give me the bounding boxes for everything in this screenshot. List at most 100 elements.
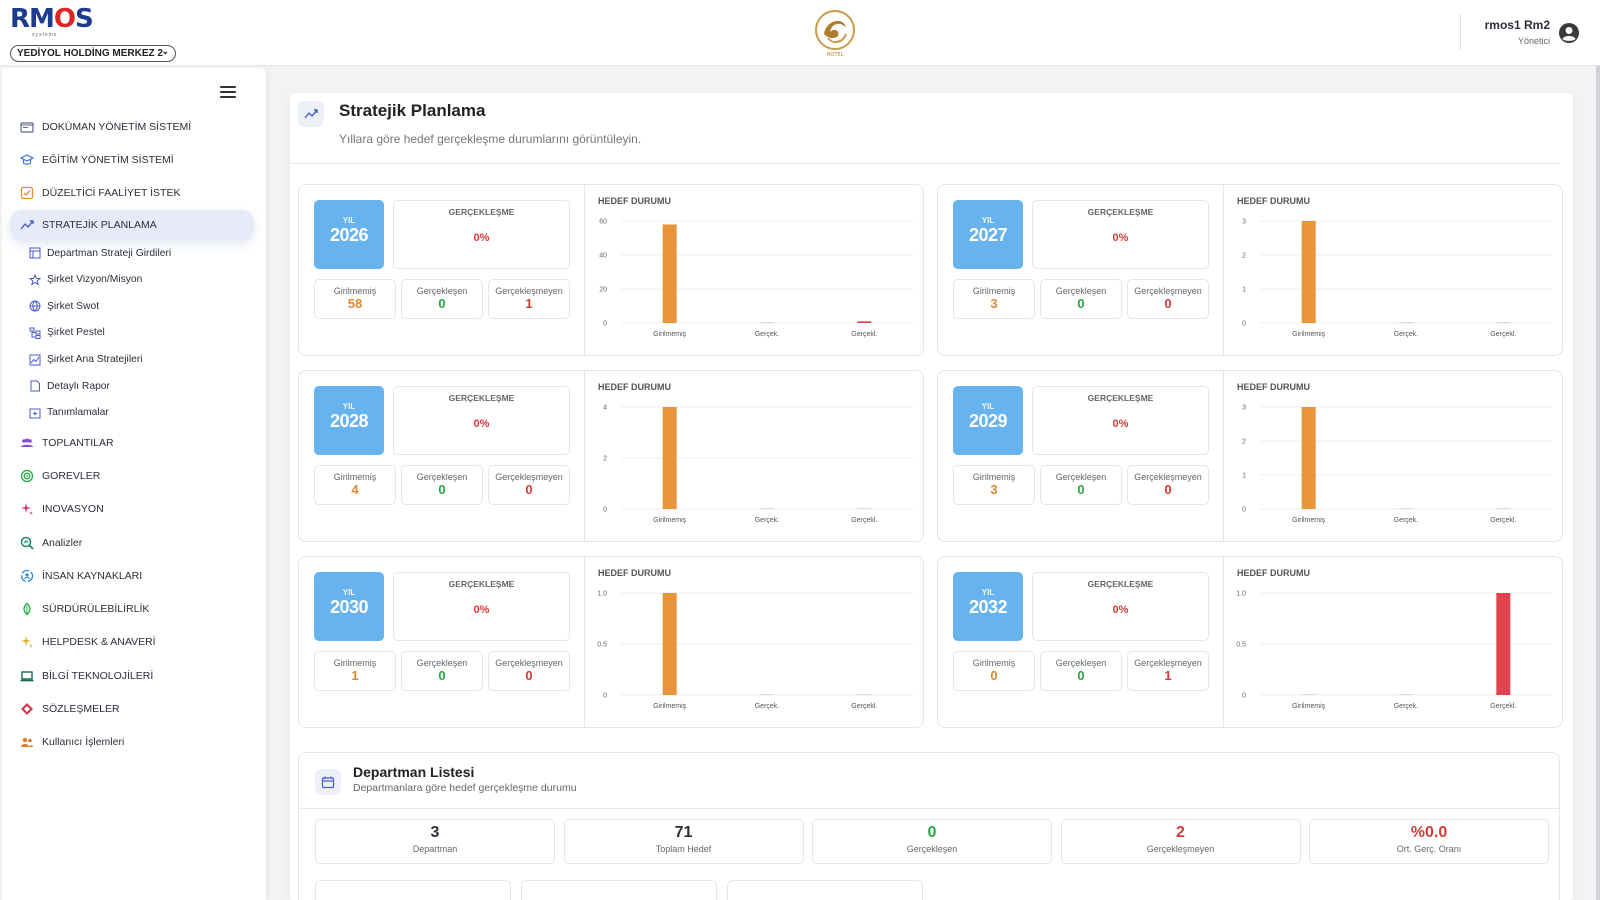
sidebar-subitem-vizyon[interactable]: Şirket Vizyon/Misyon xyxy=(2,266,266,293)
sidebar-item-dokuman[interactable]: DOKÜMAN YÖNETİM SİSTEMİ xyxy=(2,110,266,143)
stat-girilmemis: Girilmemiş 58 xyxy=(314,279,396,319)
stat-gerceklesen: Gerçekleşen 0 xyxy=(1040,651,1122,691)
bar xyxy=(662,407,677,509)
hedef-durumu-chart: 0 2 4 Girilmemiş Gerçek. Gerçekl. xyxy=(603,405,913,524)
sidebar-item-gorevler[interactable]: GOREVLER xyxy=(2,459,266,492)
stat-gerceklesmeyen: Gerçekleşmeyen 1 xyxy=(1127,651,1209,691)
departman-card[interactable] xyxy=(315,880,511,900)
sparkle-gold-icon xyxy=(21,636,33,649)
sidebar-subitem-detayli-rapor[interactable]: Detaylı Rapor xyxy=(2,373,266,400)
bar xyxy=(1399,322,1413,323)
y-tick-label: 1 xyxy=(1242,287,1246,294)
year-summary: YIL 2029 GERÇEKLEŞME 0% Girilmemiş 3 Ger… xyxy=(938,371,1224,541)
x-tick-label: Gerçek. xyxy=(755,331,780,338)
user-avatar-icon[interactable] xyxy=(1558,22,1580,44)
sidebar-item-sozlesmeler[interactable]: SÖZLEŞMELER xyxy=(2,692,266,725)
sidebar-subitem-label: Tanımlamalar xyxy=(47,407,109,419)
sidebar-subitem-departman-strateji[interactable]: Departman Strateji Girdileri xyxy=(2,240,266,267)
sidebar-item-surdurulebilirlik[interactable]: SÜRDÜRÜLEBİLİRLİK xyxy=(2,593,266,626)
y-tick-label: 0 xyxy=(1242,507,1246,514)
sidebar-item-helpdesk[interactable]: HELPDESK & ANAVERİ xyxy=(2,626,266,659)
x-tick-label: Gerçekl. xyxy=(851,331,877,338)
sidebar-subitem-label: Detaylı Rapor xyxy=(47,380,110,392)
sidebar-item-duzeltici[interactable]: DÜZELTİCİ FAALİYET İSTEK xyxy=(2,177,266,210)
y-tick-label: 60 xyxy=(599,219,607,226)
departman-card[interactable] xyxy=(521,880,717,900)
sidebar-item-kullanici[interactable]: Kullanıcı İşlemleri xyxy=(2,726,266,759)
hedef-durumu-chart: 0 1 2 3 Girilmemiş Gerçek. Gerçekl. xyxy=(1242,219,1552,338)
stat-girilmemis: Girilmemiş 0 xyxy=(953,651,1035,691)
sidebar-subitem-swot[interactable]: Şirket Swot xyxy=(2,293,266,320)
year-badge[interactable]: YIL 2026 xyxy=(314,200,384,269)
stat-value: 0 xyxy=(438,482,446,497)
stat-label: Gerçekleşen xyxy=(1055,472,1107,482)
year-badge[interactable]: YIL 2030 xyxy=(314,572,384,641)
users-icon xyxy=(21,738,33,748)
sidebar-item-toplantilar[interactable]: TOPLANTILAR xyxy=(2,426,266,459)
sidebar-subitem-tanimlamalar[interactable]: Tanımlamalar xyxy=(2,399,266,426)
stat-label: Gerçekleşen xyxy=(416,658,468,668)
year-badge[interactable]: YIL 2028 xyxy=(314,386,384,455)
star-icon xyxy=(29,273,41,286)
realization-box: GERÇEKLEŞME 0% xyxy=(393,386,570,455)
departman-panel: Departman Listesi Departmanlara göre hed… xyxy=(298,752,1560,900)
sidebar-item-stratejik[interactable]: STRATEJİK PLANLAMA xyxy=(10,209,254,240)
year-badge[interactable]: YIL 2032 xyxy=(953,572,1023,641)
year-badge[interactable]: YIL 2029 xyxy=(953,386,1023,455)
sidebar-item-analizler[interactable]: Analizler xyxy=(2,526,266,559)
year-summary: YIL 2032 GERÇEKLEŞME 0% Girilmemiş 0 Ger… xyxy=(938,557,1224,727)
y-tick-label: 0 xyxy=(603,321,607,328)
year-label: YIL xyxy=(342,402,356,411)
bar xyxy=(1496,593,1511,695)
stat-value: 0 xyxy=(438,296,446,311)
stat-label: Gerçekleşmeyen xyxy=(1146,844,1215,854)
stat-value: 1 xyxy=(1164,668,1172,683)
sidebar-subitem-label: Departman Strateji Girdileri xyxy=(47,247,172,259)
bar xyxy=(662,224,677,323)
sidebar-item-insan-kaynaklari[interactable]: İNSAN KAYNAKLARI xyxy=(2,559,266,592)
x-tick-label: Gerçekl. xyxy=(1490,331,1516,338)
sidebar-item-bilgi-teknolojileri[interactable]: BİLGİ TEKNOLOJİLERİ xyxy=(2,659,266,692)
folder-icon xyxy=(20,122,34,133)
year-card: YIL 2028 GERÇEKLEŞME 0% Girilmemiş 4 Ger… xyxy=(298,370,924,542)
sidebar-item-label: SÜRDÜRÜLEBİLİRLİK xyxy=(42,603,150,616)
divider xyxy=(290,163,1560,164)
sidebar-item-label: SÖZLEŞMELER xyxy=(42,703,120,716)
menu-toggle-icon[interactable] xyxy=(220,86,236,98)
stat-gerceklesen: Gerçekleşen 0 xyxy=(1040,465,1122,505)
year-label: YIL xyxy=(342,588,356,597)
sidebar-item-egitim[interactable]: EĞİTİM YÖNETİM SİSTEMİ xyxy=(2,143,266,176)
company-select-value: YEDİYOL HOLDİNG MERKEZ 2 xyxy=(17,48,163,59)
stat-value: 71 xyxy=(674,824,693,841)
x-tick-label: Gerçekl. xyxy=(1490,517,1516,524)
stat-value: 3 xyxy=(990,482,998,497)
scrollbar[interactable] xyxy=(1596,66,1600,900)
stat-label: Girilmemiş xyxy=(333,472,377,482)
sidebar-subitem-pestel[interactable]: Şirket Pestel xyxy=(2,320,266,347)
sidebar-nav: DOKÜMAN YÖNETİM SİSTEMİ EĞİTİM YÖNETİM S… xyxy=(2,110,266,759)
stat-value: %0.0 xyxy=(1410,824,1448,841)
rmos-logo[interactable]: RMOS systems xyxy=(10,6,94,38)
year-card: YIL 2029 GERÇEKLEŞME 0% Girilmemiş 3 Ger… xyxy=(937,370,1563,542)
divider xyxy=(299,808,1559,809)
departman-card[interactable] xyxy=(727,880,923,900)
y-tick-label: 2 xyxy=(603,456,607,463)
bar xyxy=(760,694,774,695)
add-box-icon xyxy=(29,408,41,419)
departman-subtitle: Departmanlara göre hedef gerçekleşme dur… xyxy=(353,782,577,794)
sidebar-item-label: İNSAN KAYNAKLARI xyxy=(42,569,143,582)
sidebar-item-inovasyon[interactable]: INOVASYON xyxy=(2,493,266,526)
y-tick-label: 4 xyxy=(603,405,607,412)
stat-value: 0 xyxy=(1077,296,1085,311)
stat-label: Gerçekleşen xyxy=(1055,286,1107,296)
stat-value: 1 xyxy=(525,296,533,311)
year-badge[interactable]: YIL 2027 xyxy=(953,200,1023,269)
company-select[interactable]: YEDİYOL HOLDİNG MERKEZ 2 ⌄ xyxy=(10,45,176,62)
y-tick-label: 2 xyxy=(1242,439,1246,446)
sidebar-subitem-ana-stratejiler[interactable]: Şirket Ana Stratejileri xyxy=(2,346,266,373)
table-icon xyxy=(29,247,41,259)
x-tick-label: Gerçek. xyxy=(1394,703,1419,710)
year-card: YIL 2026 GERÇEKLEŞME 0% Girilmemiş 58 Ge… xyxy=(298,184,924,356)
year-value: 2029 xyxy=(968,411,1008,431)
user-menu[interactable]: rmos1 Rm2 Yönetici xyxy=(1460,14,1580,50)
